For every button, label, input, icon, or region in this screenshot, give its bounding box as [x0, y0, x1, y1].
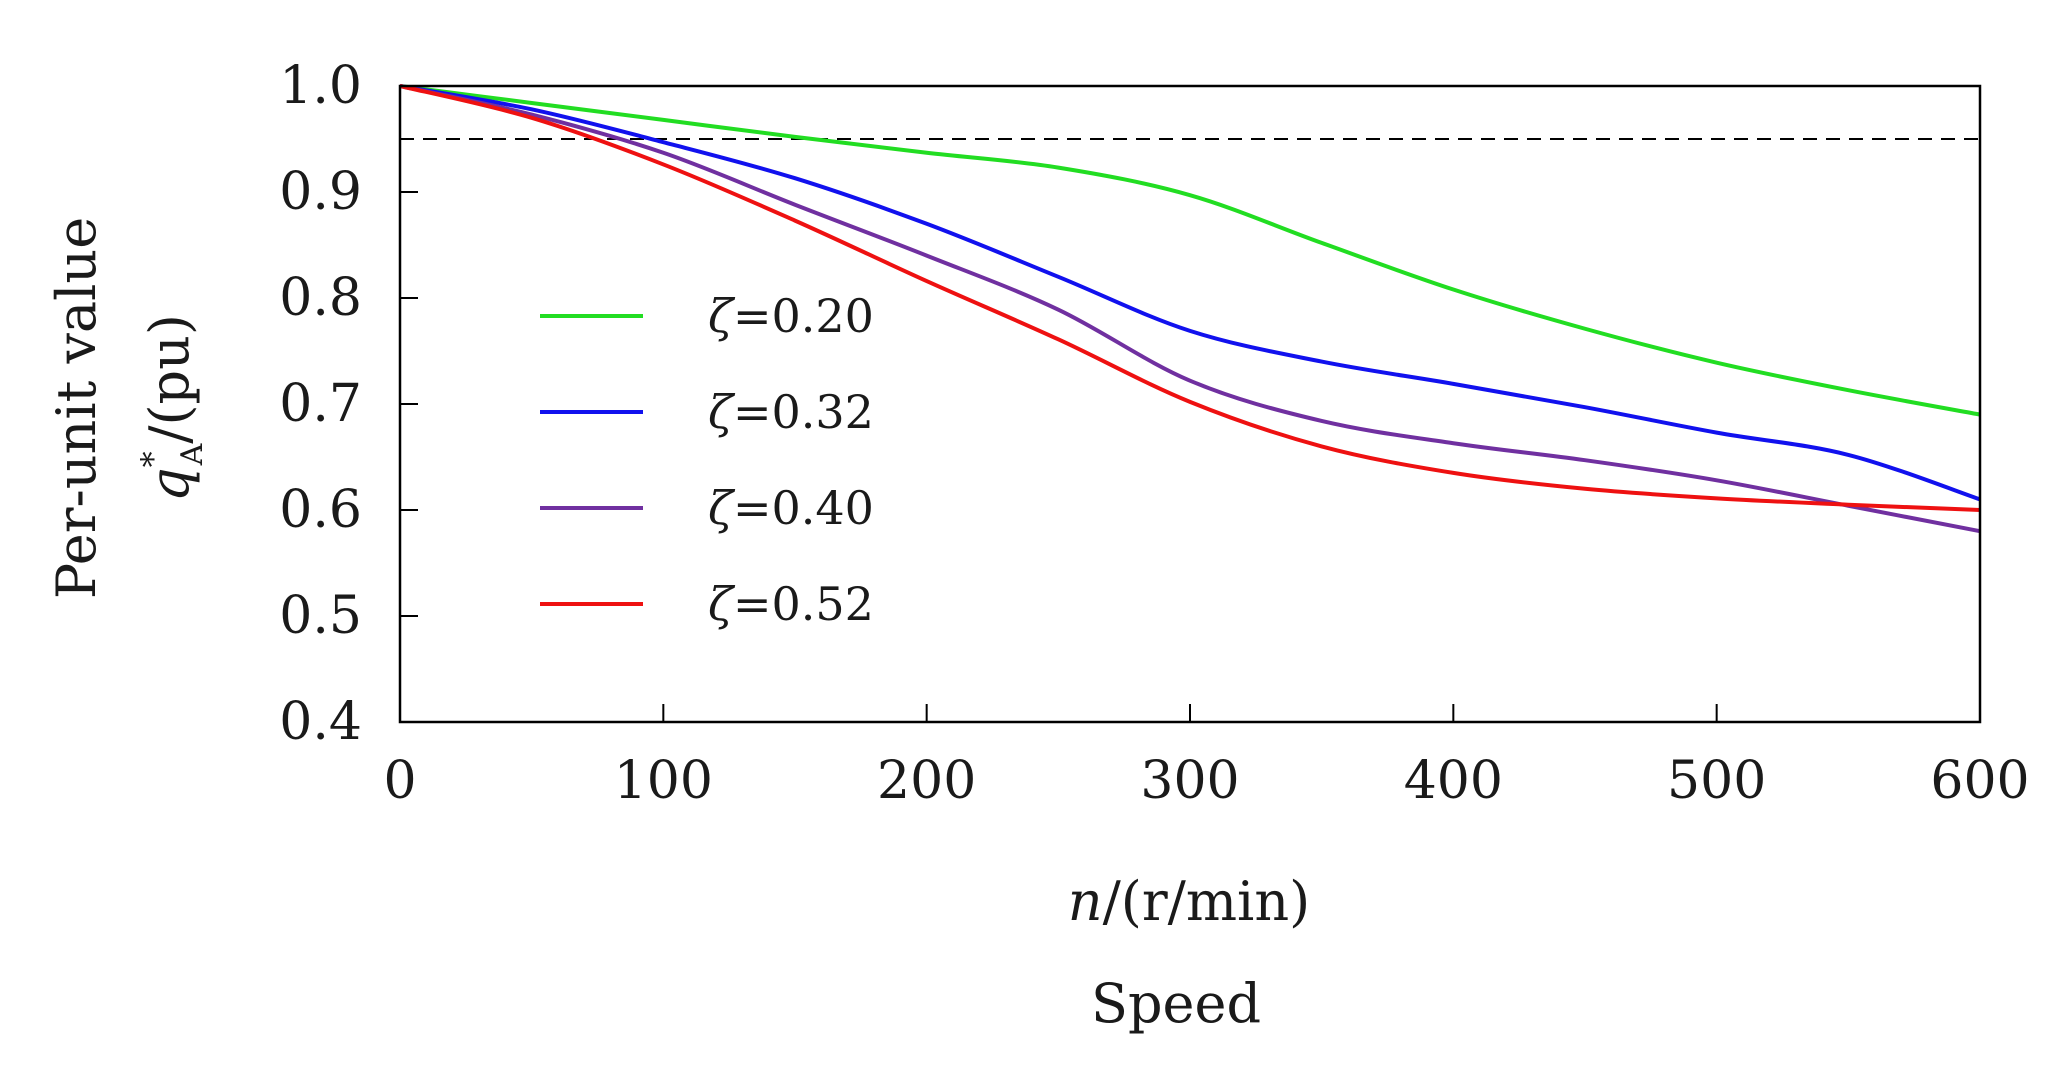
series-line-0 — [399, 84, 1981, 417]
y-tick-label: 0.7 — [279, 374, 362, 434]
y-axis-unit: pu — [138, 335, 201, 404]
y-axis-label: q* A/(pu) — [134, 314, 210, 502]
x-tick-label: 300 — [1140, 751, 1239, 811]
y-tick-label: 0.4 — [279, 692, 362, 752]
legend-label-3: ζ=0.52 — [708, 577, 874, 631]
y-axis-caption: Per-unit value — [45, 217, 108, 599]
x-tick-label: 600 — [1930, 751, 2029, 811]
legend: ζ=0.20 ζ=0.32 ζ=0.40 ζ=0.52 — [540, 289, 874, 631]
y-axis-sup: * — [134, 451, 172, 467]
x-axis-var: n — [1068, 870, 1103, 933]
x-axis-unit: r/min — [1142, 870, 1289, 933]
x-tick-labels: 0 100 200 300 400 500 600 — [383, 751, 2029, 811]
y-tick-label: 0.8 — [279, 268, 362, 328]
y-tick-label: 1.0 — [279, 56, 362, 116]
x-tick-label: 200 — [877, 751, 976, 811]
legend-label-1: ζ=0.32 — [708, 385, 874, 439]
series-line-3 — [399, 84, 1981, 512]
series-line-2 — [399, 84, 1981, 534]
y-tick-label: 0.9 — [279, 162, 362, 222]
y-tick-label: 0.5 — [279, 586, 362, 646]
legend-label-0: ζ=0.20 — [708, 289, 874, 343]
x-tick-label: 400 — [1404, 751, 1503, 811]
x-tick-label: 500 — [1667, 751, 1766, 811]
legend-label-2: ζ=0.40 — [708, 481, 874, 535]
plot-frame — [398, 84, 1982, 724]
y-tick-labels: 0.4 0.5 0.6 0.7 0.8 0.9 1.0 — [279, 56, 362, 752]
x-tick-label: 0 — [383, 751, 416, 811]
y-axis-var: q — [138, 467, 201, 502]
x-axis-caption: Speed — [1091, 972, 1261, 1035]
series-line-1 — [399, 84, 1981, 502]
x-tick-label: 100 — [614, 751, 713, 811]
y-axis-sub: A — [175, 443, 210, 466]
y-tick-label: 0.6 — [279, 480, 362, 540]
x-axis-label: n/(r/min) — [1068, 870, 1310, 933]
series-lines — [399, 84, 1981, 534]
